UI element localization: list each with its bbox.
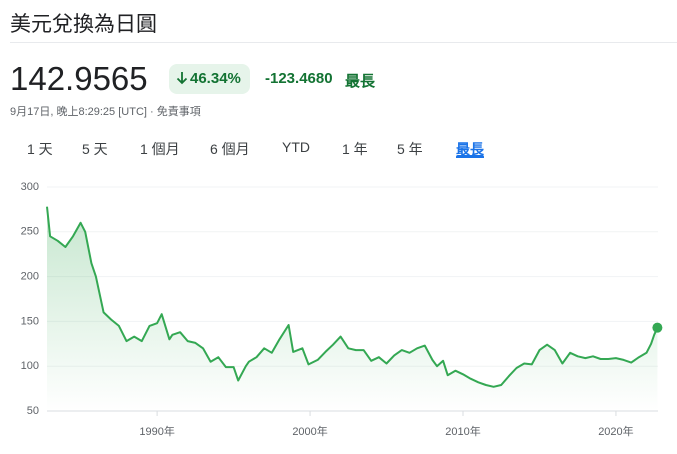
- tab[interactable]: 最長: [456, 141, 484, 157]
- tab[interactable]: 1 年: [342, 141, 368, 157]
- divider: [10, 42, 677, 43]
- change-percent: 46.34%: [190, 70, 241, 87]
- tab[interactable]: 1 個月: [140, 141, 180, 157]
- y-tick-label: 50: [27, 405, 39, 417]
- tab[interactable]: 5 年: [397, 141, 423, 157]
- tab[interactable]: 1 天: [27, 141, 53, 157]
- change-badge: 46.34%: [169, 64, 250, 94]
- tab[interactable]: 5 天: [82, 141, 108, 157]
- y-tick-label: 250: [21, 226, 39, 238]
- period: 最長: [345, 73, 376, 90]
- timestamp: 9月17日, 晚上8:29:25 [UTC] · 免責事項: [10, 106, 201, 118]
- title: 美元兌換為日圓: [10, 13, 157, 36]
- change: -123.4680: [265, 70, 333, 87]
- price: 142.9565: [10, 60, 148, 97]
- arrow-icon: [176, 72, 188, 85]
- tab-indicator: [456, 155, 484, 158]
- tab[interactable]: 6 個月: [210, 141, 250, 157]
- y-tick-label: 150: [21, 315, 39, 327]
- area-fill: [47, 206, 658, 411]
- y-tick-label: 200: [21, 271, 39, 283]
- x-tick-label: 2020年: [598, 424, 633, 438]
- y-tick-label: 100: [21, 360, 39, 372]
- y-tick-label: 300: [21, 181, 39, 193]
- x-tick-label: 2010年: [445, 424, 480, 438]
- end-dot: [652, 322, 663, 333]
- x-tick-label: 2000年: [292, 424, 327, 438]
- price-line: [46, 206, 659, 388]
- tab[interactable]: YTD: [282, 139, 310, 155]
- x-tick-label: 1990年: [139, 424, 174, 438]
